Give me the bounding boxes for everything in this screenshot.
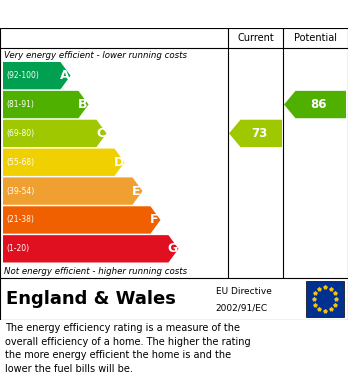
Polygon shape — [3, 235, 179, 262]
Text: E: E — [132, 185, 141, 197]
Text: (55-68): (55-68) — [6, 158, 34, 167]
Text: F: F — [150, 213, 159, 226]
Text: (39-54): (39-54) — [6, 187, 34, 196]
Bar — [306, 281, 344, 317]
Text: EU Directive: EU Directive — [216, 287, 272, 296]
Text: Potential: Potential — [294, 33, 337, 43]
Polygon shape — [3, 62, 71, 90]
Text: (92-100): (92-100) — [6, 71, 39, 80]
Text: A: A — [60, 69, 69, 82]
Text: (81-91): (81-91) — [6, 100, 34, 109]
Text: Very energy efficient - lower running costs: Very energy efficient - lower running co… — [4, 50, 187, 59]
Polygon shape — [3, 91, 88, 118]
Text: Energy Efficiency Rating: Energy Efficiency Rating — [6, 7, 216, 22]
Polygon shape — [3, 206, 160, 234]
Text: (69-80): (69-80) — [6, 129, 34, 138]
Text: D: D — [113, 156, 124, 169]
Text: The energy efficiency rating is a measure of the
overall efficiency of a home. T: The energy efficiency rating is a measur… — [5, 323, 251, 374]
Text: Current: Current — [237, 33, 274, 43]
Polygon shape — [229, 120, 282, 147]
Text: 2002/91/EC: 2002/91/EC — [216, 304, 268, 313]
Text: G: G — [167, 242, 177, 255]
Text: (21-38): (21-38) — [6, 215, 34, 224]
Text: England & Wales: England & Wales — [6, 290, 176, 308]
Text: (1-20): (1-20) — [6, 244, 29, 253]
Polygon shape — [284, 91, 346, 118]
Polygon shape — [3, 178, 142, 205]
Text: Not energy efficient - higher running costs: Not energy efficient - higher running co… — [4, 267, 187, 276]
Text: B: B — [78, 98, 87, 111]
Text: 73: 73 — [251, 127, 267, 140]
Polygon shape — [3, 149, 125, 176]
Polygon shape — [3, 120, 106, 147]
Text: C: C — [96, 127, 105, 140]
Text: 86: 86 — [310, 98, 327, 111]
